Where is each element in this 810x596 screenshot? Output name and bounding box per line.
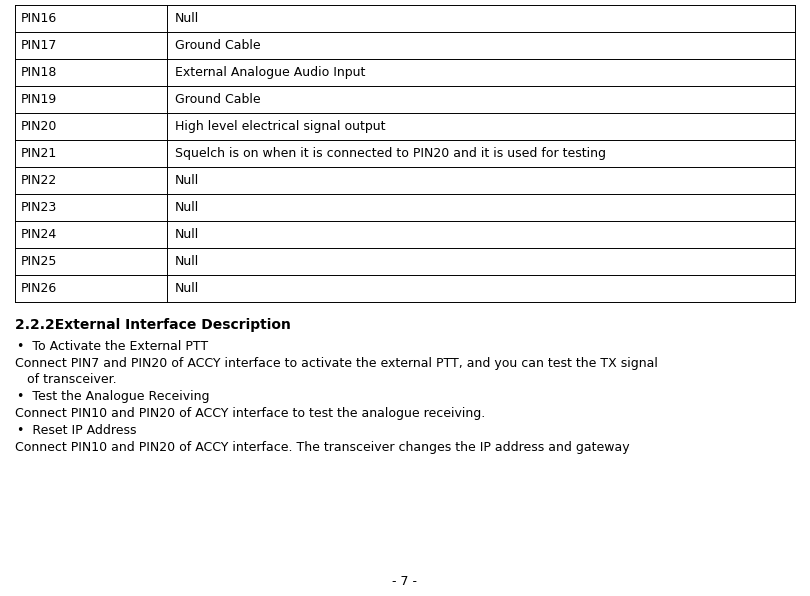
Text: Connect PIN10 and PIN20 of ACCY interface to test the analogue receiving.: Connect PIN10 and PIN20 of ACCY interfac…	[15, 407, 485, 420]
Text: Ground Cable: Ground Cable	[175, 39, 261, 52]
Text: Null: Null	[175, 255, 199, 268]
Text: PIN19: PIN19	[21, 93, 58, 106]
Text: PIN21: PIN21	[21, 147, 58, 160]
Text: PIN17: PIN17	[21, 39, 58, 52]
Text: •  Reset IP Address: • Reset IP Address	[17, 424, 137, 437]
Text: High level electrical signal output: High level electrical signal output	[175, 120, 386, 133]
Text: •  Test the Analogue Receiving: • Test the Analogue Receiving	[17, 390, 210, 403]
Text: Null: Null	[175, 174, 199, 187]
Text: External Analogue Audio Input: External Analogue Audio Input	[175, 66, 365, 79]
Text: Null: Null	[175, 201, 199, 214]
Text: Null: Null	[175, 12, 199, 25]
Text: Connect PIN7 and PIN20 of ACCY interface to activate the external PTT, and you c: Connect PIN7 and PIN20 of ACCY interface…	[15, 357, 658, 370]
Text: PIN24: PIN24	[21, 228, 58, 241]
Text: PIN25: PIN25	[21, 255, 58, 268]
Text: Ground Cable: Ground Cable	[175, 93, 261, 106]
Text: of transceiver.: of transceiver.	[15, 373, 117, 386]
Text: PIN16: PIN16	[21, 12, 58, 25]
Text: Null: Null	[175, 282, 199, 295]
Text: Null: Null	[175, 228, 199, 241]
Text: 2.2.2External Interface Description: 2.2.2External Interface Description	[15, 318, 291, 332]
Text: Squelch is on when it is connected to PIN20 and it is used for testing: Squelch is on when it is connected to PI…	[175, 147, 606, 160]
Text: PIN23: PIN23	[21, 201, 58, 214]
Text: PIN22: PIN22	[21, 174, 58, 187]
Text: PIN18: PIN18	[21, 66, 58, 79]
Text: Connect PIN10 and PIN20 of ACCY interface. The transceiver changes the IP addres: Connect PIN10 and PIN20 of ACCY interfac…	[15, 441, 629, 454]
Text: •  To Activate the External PTT: • To Activate the External PTT	[17, 340, 208, 353]
Text: PIN20: PIN20	[21, 120, 58, 133]
Text: - 7 -: - 7 -	[393, 575, 417, 588]
Text: PIN26: PIN26	[21, 282, 58, 295]
